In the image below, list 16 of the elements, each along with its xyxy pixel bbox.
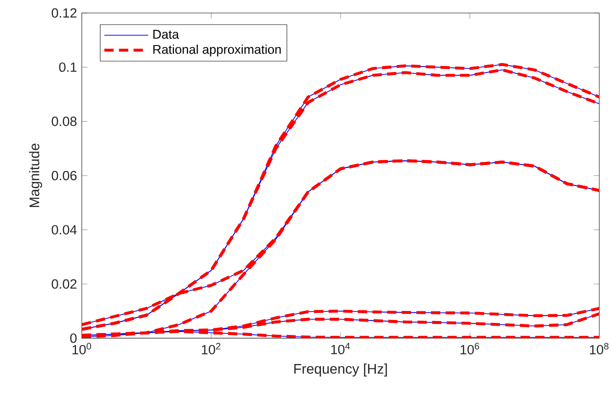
y-tick-label: 0.02 [52, 279, 76, 289]
y-tick-label: 0.06 [52, 170, 77, 180]
y-tick-label: 0.04 [52, 225, 77, 234]
legend-label: Data [153, 30, 180, 39]
x-axis-title: Frequency [Hz] [294, 363, 387, 376]
x-tick-label: 10$^{0}$ [72, 342, 92, 354]
x-tick-label: 10$^{2}$ [202, 342, 220, 354]
y-tick-label: 0 [70, 333, 77, 343]
x-tick-label: 10$^{4}$ [331, 342, 350, 354]
y-tick-label: 0.08 [52, 116, 77, 126]
x-tick-label: 10$^{6}$ [460, 342, 480, 354]
y-tick-label: 0.12 [52, 8, 76, 18]
y-tick-label: 0.1 [59, 62, 76, 72]
y-axis-title: Magnitude [29, 144, 42, 208]
x-tick-label: 10$^{8}$ [590, 342, 608, 354]
legend-label: Rational approximation [153, 44, 281, 56]
